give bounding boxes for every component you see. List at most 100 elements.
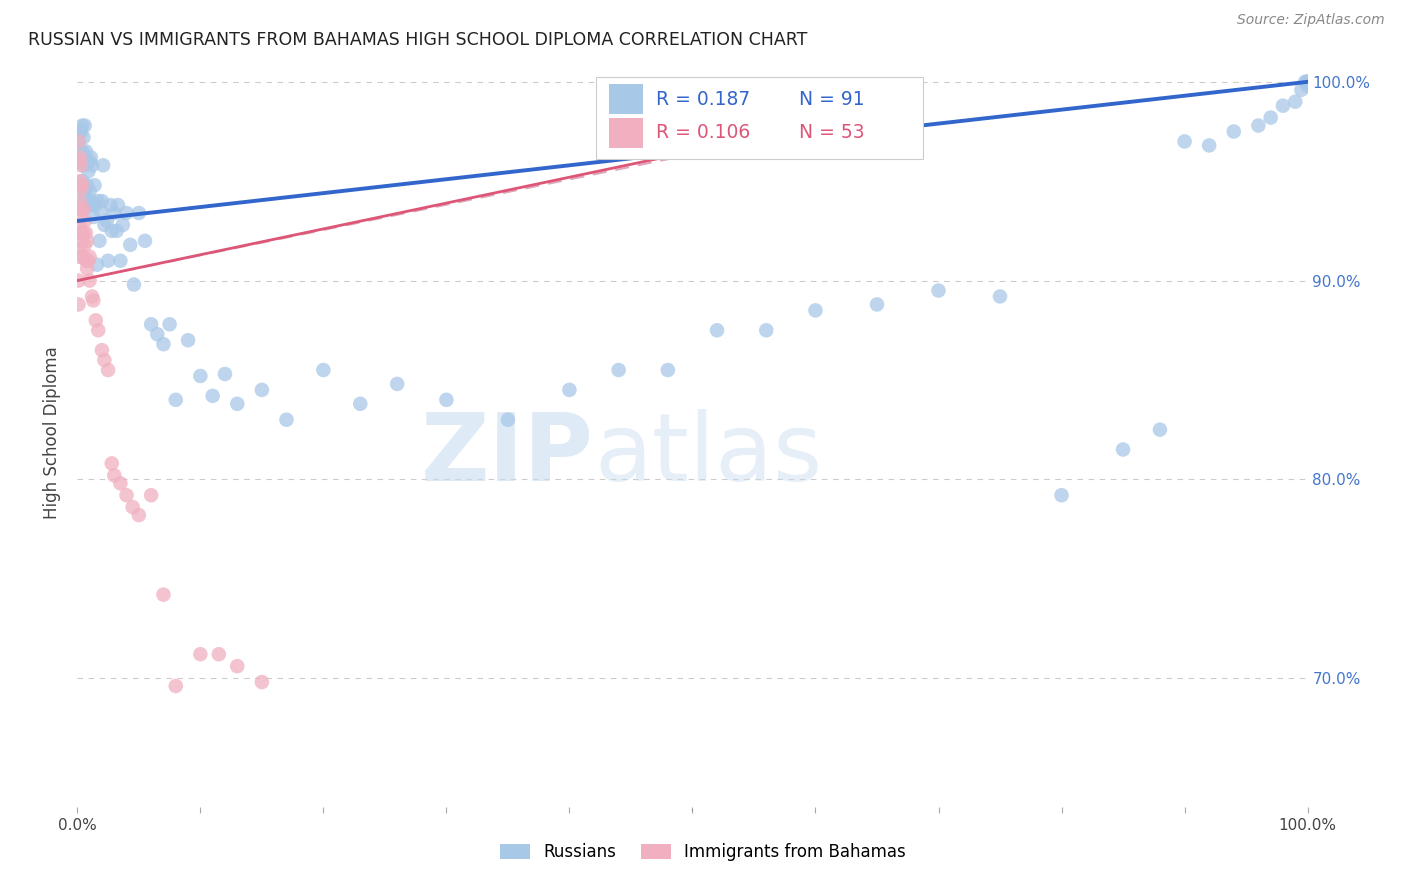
Point — [72, 158, 94, 172]
Point — [97, 363, 120, 377]
Point — [607, 363, 630, 377]
Point — [1174, 135, 1197, 149]
Point — [1294, 75, 1316, 89]
Point — [82, 158, 104, 172]
Point — [84, 198, 107, 212]
Point — [82, 293, 104, 308]
Point — [226, 397, 249, 411]
Point — [128, 206, 150, 220]
Point — [73, 237, 96, 252]
Point — [72, 250, 94, 264]
Point — [134, 234, 156, 248]
Point — [201, 389, 224, 403]
Point — [91, 158, 114, 172]
Point — [75, 190, 97, 204]
Point — [70, 154, 93, 169]
Point — [1149, 423, 1171, 437]
Point — [496, 413, 519, 427]
Text: R = 0.106: R = 0.106 — [655, 123, 749, 143]
Point — [87, 323, 110, 337]
Point — [177, 333, 200, 347]
Point — [79, 154, 101, 169]
Text: R = 0.187: R = 0.187 — [655, 90, 749, 109]
Point — [70, 210, 93, 224]
Point — [80, 150, 103, 164]
Point — [79, 274, 101, 288]
Point — [188, 368, 212, 383]
Point — [76, 261, 98, 276]
Point — [1272, 98, 1295, 112]
Point — [121, 500, 143, 515]
Text: RUSSIAN VS IMMIGRANTS FROM BAHAMAS HIGH SCHOOL DIPLOMA CORRELATION CHART: RUSSIAN VS IMMIGRANTS FROM BAHAMAS HIGH … — [28, 31, 807, 49]
Point — [72, 202, 94, 216]
Point — [177, 860, 200, 874]
Point — [69, 242, 91, 256]
Point — [76, 154, 98, 169]
Point — [67, 135, 90, 149]
Point — [928, 284, 950, 298]
Point — [1284, 95, 1306, 109]
Point — [70, 234, 93, 248]
Point — [77, 198, 100, 212]
Point — [122, 277, 145, 292]
Point — [67, 154, 90, 169]
Point — [83, 178, 105, 193]
Point — [120, 237, 142, 252]
Point — [75, 145, 97, 159]
Point — [79, 250, 101, 264]
Point — [72, 226, 94, 240]
Point — [706, 323, 728, 337]
Point — [146, 327, 169, 342]
Point — [70, 119, 93, 133]
Point — [69, 194, 91, 208]
Point — [105, 224, 128, 238]
Point — [96, 214, 118, 228]
Point — [385, 376, 409, 391]
Point — [128, 508, 150, 522]
Point — [86, 258, 108, 272]
Point — [141, 318, 163, 332]
Text: atlas: atlas — [595, 409, 823, 501]
Point — [1112, 442, 1135, 457]
Point — [75, 253, 97, 268]
Point — [250, 383, 273, 397]
Text: N = 53: N = 53 — [800, 123, 865, 143]
Point — [73, 119, 96, 133]
Point — [107, 198, 129, 212]
Point — [70, 174, 93, 188]
Point — [67, 274, 90, 288]
Point — [1296, 78, 1319, 93]
Point — [70, 158, 93, 172]
Point — [988, 289, 1011, 303]
Point — [558, 383, 581, 397]
Point — [115, 206, 138, 220]
Point — [1198, 138, 1220, 153]
FancyBboxPatch shape — [596, 77, 922, 159]
Point — [90, 343, 114, 358]
Point — [82, 210, 104, 224]
Legend: Russians, Immigrants from Bahamas: Russians, Immigrants from Bahamas — [494, 837, 912, 868]
Point — [67, 250, 90, 264]
Y-axis label: High School Diploma: High School Diploma — [44, 346, 62, 519]
Point — [73, 154, 96, 169]
Point — [152, 337, 174, 351]
Bar — [609, 84, 644, 114]
Point — [70, 178, 93, 193]
Point — [436, 392, 458, 407]
Point — [1050, 488, 1073, 502]
Point — [76, 234, 98, 248]
Point — [73, 184, 96, 198]
Point — [69, 174, 91, 188]
Point — [1291, 83, 1313, 97]
Point — [75, 226, 97, 240]
Point — [90, 194, 114, 208]
Point — [67, 297, 90, 311]
Point — [141, 488, 163, 502]
Point — [1223, 124, 1246, 138]
Point — [657, 363, 679, 377]
Point — [72, 130, 94, 145]
Point — [73, 214, 96, 228]
Point — [1296, 75, 1319, 89]
Point — [804, 303, 827, 318]
Point — [214, 367, 236, 381]
